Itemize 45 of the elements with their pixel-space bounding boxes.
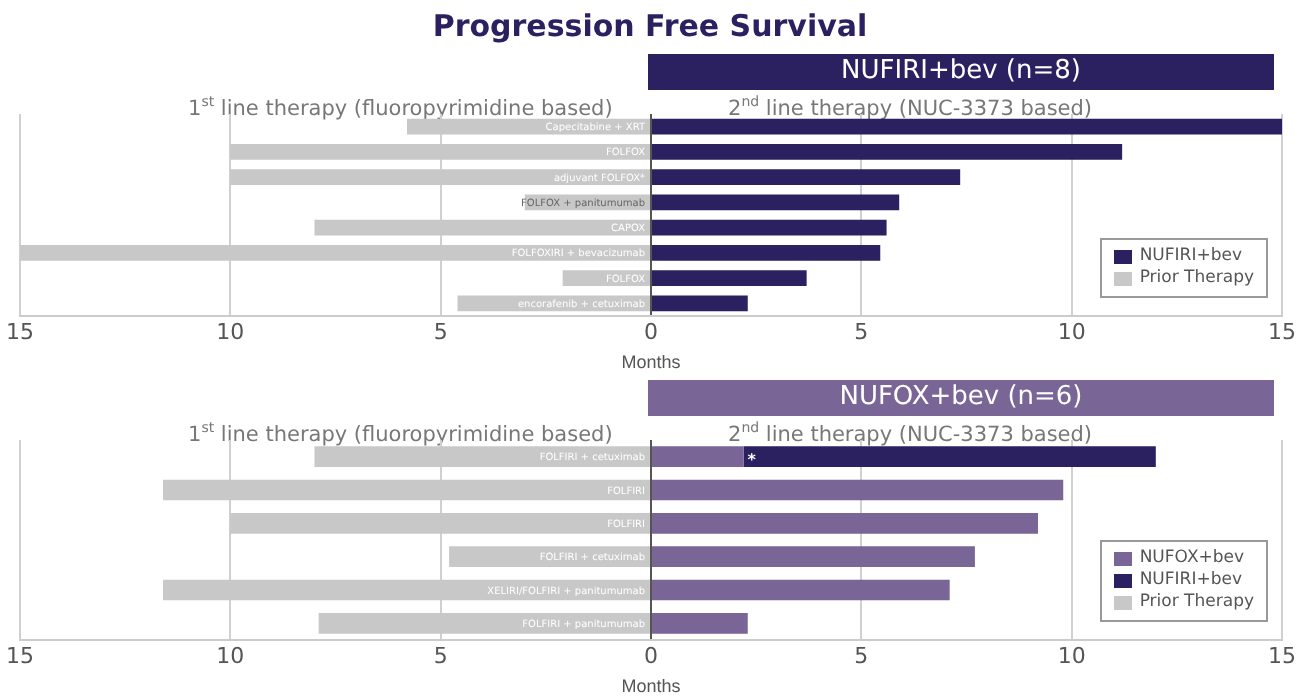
legend-label: NUFIRI+bev bbox=[1139, 246, 1242, 268]
x-tick-label: 15 bbox=[6, 318, 34, 345]
x-tick-label: 0 bbox=[644, 642, 658, 669]
bar bbox=[652, 118, 1282, 135]
annotation: 1$^{st}$ line therapy (fluoropyrimidine based) bbox=[188, 94, 613, 121]
chart-title: Progression Free Survival bbox=[430, 8, 870, 44]
bar bbox=[743, 446, 1156, 467]
bar bbox=[652, 194, 900, 211]
x-axis-title: Months bbox=[621, 676, 682, 697]
bar bbox=[652, 245, 881, 261]
bar bbox=[652, 613, 748, 634]
bar bbox=[652, 446, 744, 467]
bar bbox=[652, 219, 887, 236]
x-tick-label: 5 bbox=[433, 318, 448, 345]
bar bbox=[652, 295, 748, 312]
x-tick-label: 5 bbox=[854, 318, 869, 345]
legend-label: Prior Therapy bbox=[1139, 592, 1254, 614]
x-tick-label: 15 bbox=[1268, 642, 1296, 669]
annotation: * bbox=[747, 450, 758, 469]
x-tick-label: 15 bbox=[6, 642, 34, 669]
x-tick-label: 10 bbox=[1057, 318, 1086, 345]
bar bbox=[449, 546, 650, 567]
bar bbox=[652, 513, 1039, 534]
header-banner: NUFIRI+bev (n=8) bbox=[648, 54, 1274, 90]
bar bbox=[652, 169, 961, 185]
annotation: 2$^{nd}$ line therapy (NUC-3373 based) bbox=[728, 420, 1093, 447]
x-axis-title: Months bbox=[621, 352, 682, 373]
x-tick-label: 15 bbox=[1268, 318, 1296, 345]
annotation: 1$^{st}$ line therapy (fluoropyrimidine based) bbox=[188, 420, 613, 447]
x-tick-label: 10 bbox=[216, 642, 245, 669]
bar bbox=[652, 479, 1064, 501]
x-tick-label: 5 bbox=[433, 642, 448, 669]
bar bbox=[652, 144, 1123, 160]
bar bbox=[652, 546, 975, 567]
legend-label: NUFOX+bev bbox=[1139, 548, 1245, 570]
legend-label: Prior Therapy bbox=[1139, 268, 1254, 290]
legend-label: NUFIRI+bev bbox=[1139, 570, 1242, 592]
x-tick-label: 5 bbox=[854, 642, 869, 669]
header-banner: NUFOX+bev (n=6) bbox=[648, 380, 1274, 416]
x-tick-label: 10 bbox=[216, 318, 245, 345]
bar bbox=[652, 270, 807, 286]
x-tick-label: 10 bbox=[1057, 642, 1086, 669]
bar bbox=[652, 579, 950, 601]
x-tick-label: 0 bbox=[644, 318, 658, 345]
annotation: 2$^{nd}$ line therapy (NUC-3373 based) bbox=[728, 94, 1093, 121]
